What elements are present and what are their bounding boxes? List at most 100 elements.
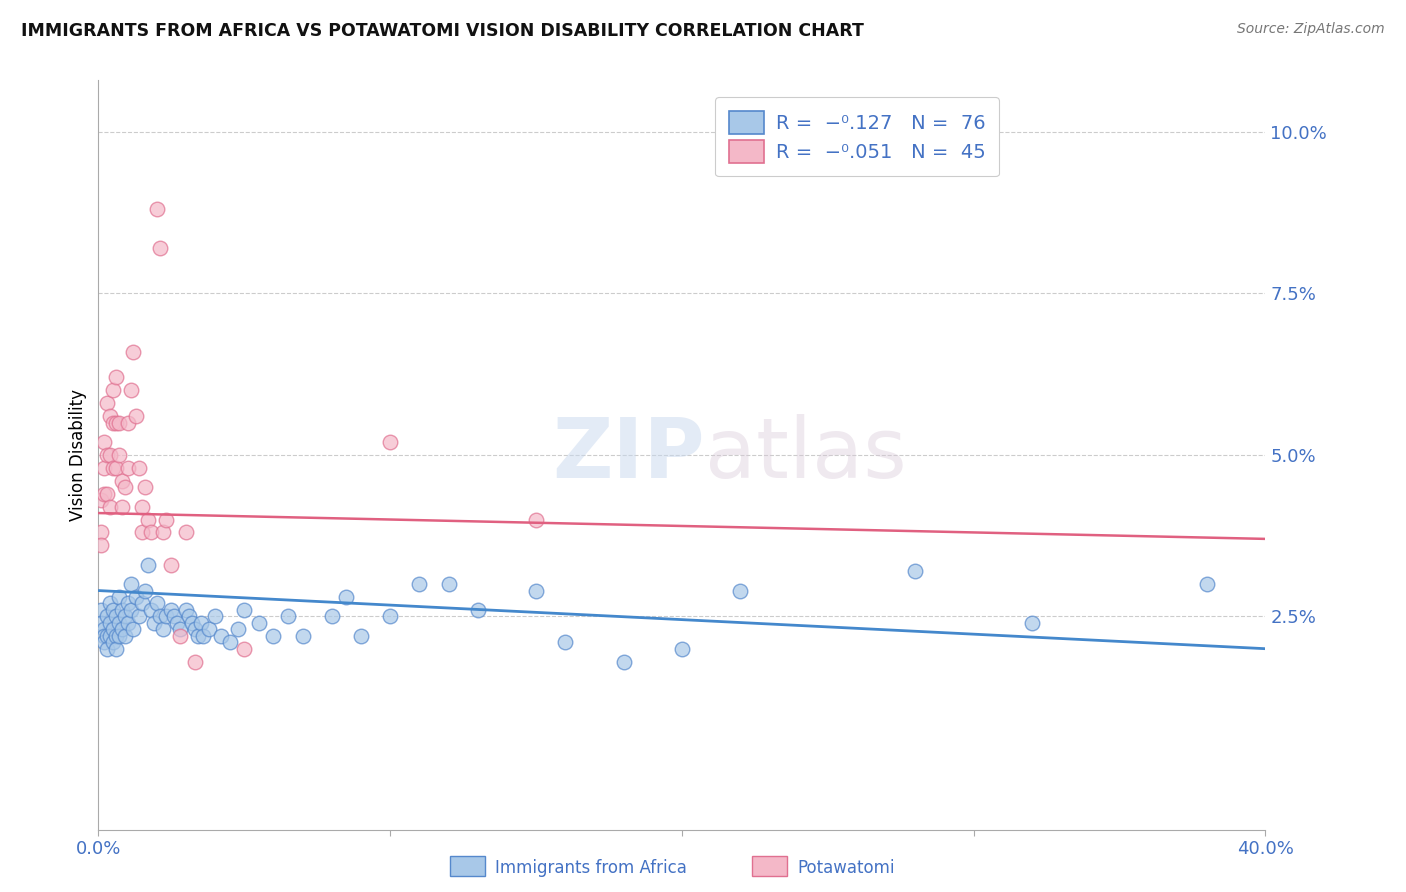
Point bbox=[131, 500, 153, 514]
Point bbox=[524, 583, 547, 598]
Point bbox=[228, 623, 250, 637]
Point bbox=[163, 609, 186, 624]
Point bbox=[96, 396, 118, 410]
Point bbox=[180, 615, 202, 630]
Point bbox=[104, 641, 127, 656]
Point bbox=[233, 641, 256, 656]
Point bbox=[134, 480, 156, 494]
Point bbox=[128, 460, 150, 475]
Point bbox=[122, 623, 145, 637]
Point bbox=[120, 603, 142, 617]
Point bbox=[98, 597, 121, 611]
Point bbox=[209, 629, 232, 643]
Point bbox=[671, 641, 693, 656]
Point bbox=[104, 416, 127, 430]
Point bbox=[321, 609, 343, 624]
Point bbox=[98, 500, 121, 514]
Point bbox=[262, 629, 284, 643]
Point bbox=[160, 603, 183, 617]
Point bbox=[136, 558, 159, 572]
Point bbox=[149, 241, 172, 255]
Point bbox=[408, 577, 430, 591]
Point bbox=[177, 609, 200, 624]
Point bbox=[96, 629, 118, 643]
Point bbox=[247, 615, 270, 630]
Point bbox=[467, 603, 489, 617]
Text: Source: ZipAtlas.com: Source: ZipAtlas.com bbox=[1237, 22, 1385, 37]
Point bbox=[125, 409, 148, 424]
Point bbox=[149, 609, 172, 624]
Point bbox=[174, 603, 197, 617]
Point bbox=[134, 583, 156, 598]
Point bbox=[204, 609, 226, 624]
Point bbox=[155, 512, 177, 526]
Point bbox=[380, 609, 402, 624]
Point bbox=[437, 577, 460, 591]
Point bbox=[111, 474, 134, 488]
Point bbox=[193, 629, 215, 643]
Point bbox=[142, 615, 165, 630]
Point bbox=[120, 384, 142, 398]
Text: IMMIGRANTS FROM AFRICA VS POTAWATOMI VISION DISABILITY CORRELATION CHART: IMMIGRANTS FROM AFRICA VS POTAWATOMI VIS… bbox=[21, 22, 863, 40]
Point bbox=[166, 615, 188, 630]
Point bbox=[730, 583, 752, 598]
Point bbox=[93, 635, 115, 649]
Point bbox=[111, 500, 134, 514]
Point bbox=[1195, 577, 1218, 591]
Point bbox=[98, 629, 121, 643]
Point bbox=[139, 603, 162, 617]
Point bbox=[183, 623, 205, 637]
Point bbox=[96, 486, 118, 500]
Point bbox=[198, 623, 221, 637]
Point bbox=[90, 603, 112, 617]
Point bbox=[233, 603, 256, 617]
Y-axis label: Vision Disability: Vision Disability bbox=[69, 389, 87, 521]
Point bbox=[101, 635, 124, 649]
Point bbox=[90, 615, 112, 630]
Point bbox=[1021, 615, 1043, 630]
Point bbox=[117, 460, 139, 475]
Point bbox=[90, 525, 112, 540]
Point bbox=[146, 202, 169, 217]
Point bbox=[93, 435, 115, 450]
Point bbox=[335, 590, 357, 604]
Point bbox=[104, 370, 127, 384]
Point bbox=[524, 512, 547, 526]
Point bbox=[160, 558, 183, 572]
Point bbox=[125, 590, 148, 604]
Point bbox=[104, 460, 127, 475]
Point bbox=[101, 416, 124, 430]
Point bbox=[98, 615, 121, 630]
Point bbox=[98, 448, 121, 462]
Point bbox=[152, 623, 174, 637]
Text: atlas: atlas bbox=[706, 415, 907, 495]
Text: ZIP: ZIP bbox=[553, 415, 706, 495]
Point bbox=[136, 512, 159, 526]
Point bbox=[90, 538, 112, 552]
Point bbox=[155, 609, 177, 624]
Point bbox=[96, 448, 118, 462]
Point bbox=[111, 603, 134, 617]
Point bbox=[139, 525, 162, 540]
Point bbox=[169, 629, 191, 643]
Point bbox=[114, 629, 136, 643]
Point bbox=[98, 409, 121, 424]
Point bbox=[117, 615, 139, 630]
Point bbox=[108, 615, 131, 630]
Point bbox=[190, 615, 212, 630]
Point bbox=[122, 344, 145, 359]
Point bbox=[128, 609, 150, 624]
Point bbox=[117, 597, 139, 611]
Point bbox=[277, 609, 299, 624]
Point bbox=[93, 623, 115, 637]
Point bbox=[101, 460, 124, 475]
Point bbox=[612, 655, 634, 669]
Point bbox=[174, 525, 197, 540]
Point bbox=[114, 480, 136, 494]
Point bbox=[93, 629, 115, 643]
Point bbox=[93, 486, 115, 500]
Point bbox=[108, 416, 131, 430]
Point bbox=[93, 460, 115, 475]
Point bbox=[104, 609, 127, 624]
Legend: R =  −⁰.127   N =  76, R =  −⁰.051   N =  45: R = −⁰.127 N = 76, R = −⁰.051 N = 45 bbox=[716, 97, 998, 177]
